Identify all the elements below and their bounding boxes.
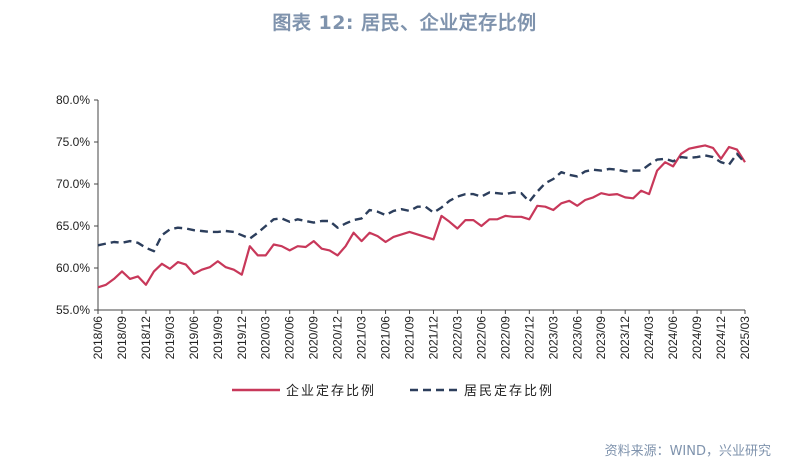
series-line-1 (97, 144, 746, 289)
y-tick-label: 75.0% (56, 135, 90, 149)
x-tick-label: 2024/09 (690, 316, 704, 360)
x-tick-label: 2019/06 (187, 316, 201, 360)
y-axis: 55.0% 60.0% 65.0% 70.0% 75.0% 80.0% (56, 93, 99, 317)
x-tick-label: 2019/09 (211, 316, 225, 360)
x-tick-label: 2021/12 (426, 316, 440, 360)
x-tick-label: 2021/06 (379, 316, 393, 360)
legend-label-2: 居民定存比例 (464, 384, 554, 399)
x-tick-label: 2021/09 (403, 316, 417, 360)
x-tick-label: 2025/03 (738, 316, 752, 360)
y-tick-label: 60.0% (56, 261, 90, 275)
plot-area (97, 144, 746, 289)
x-tick-label: 2024/12 (714, 316, 728, 360)
legend: 企业定存比例 居民定存比例 (232, 383, 554, 399)
x-tick-label: 2021/03 (355, 316, 369, 360)
x-tick-label: 2023/09 (594, 316, 608, 360)
x-tick-label: 2024/06 (666, 316, 680, 360)
series-line-2 (97, 152, 746, 253)
x-tick-label: 2018/12 (139, 316, 153, 360)
x-tick-label: 2022/09 (498, 316, 512, 360)
x-tick-label: 2019/12 (235, 316, 249, 360)
y-tick-label: 70.0% (56, 177, 90, 191)
x-tick-label: 2019/03 (163, 316, 177, 360)
x-tick-label: 2020/06 (283, 316, 297, 360)
x-tick-label: 2020/09 (307, 316, 321, 360)
x-tick-label: 2024/03 (642, 316, 656, 360)
x-tick-label: 2020/12 (331, 316, 345, 360)
x-tick-label: 2022/06 (474, 316, 488, 360)
x-axis: 2018/06 2018/09 2018/12 2019/03 2019/06 2019/… (91, 309, 752, 360)
x-tick-label: 2018/09 (115, 316, 129, 360)
x-tick-label: 2020/03 (259, 316, 273, 360)
y-tick-label: 55.0% (56, 303, 90, 317)
x-tick-label: 2018/06 (91, 316, 105, 360)
y-tick-label: 80.0% (56, 93, 90, 107)
source-note: 资料来源：WIND，兴业研究 (604, 444, 771, 459)
x-tick-label: 2022/12 (522, 316, 536, 360)
x-tick-label: 2023/06 (570, 316, 584, 360)
x-tick-label: 2023/12 (618, 316, 632, 360)
x-tick-label: 2023/03 (546, 316, 560, 360)
y-tick-label: 65.0% (56, 219, 90, 233)
legend-label-1: 企业定存比例 (286, 383, 376, 399)
chart-title: 图表 12: 居民、企业定存比例 (272, 12, 537, 34)
x-tick-label: 2022/03 (450, 316, 464, 360)
